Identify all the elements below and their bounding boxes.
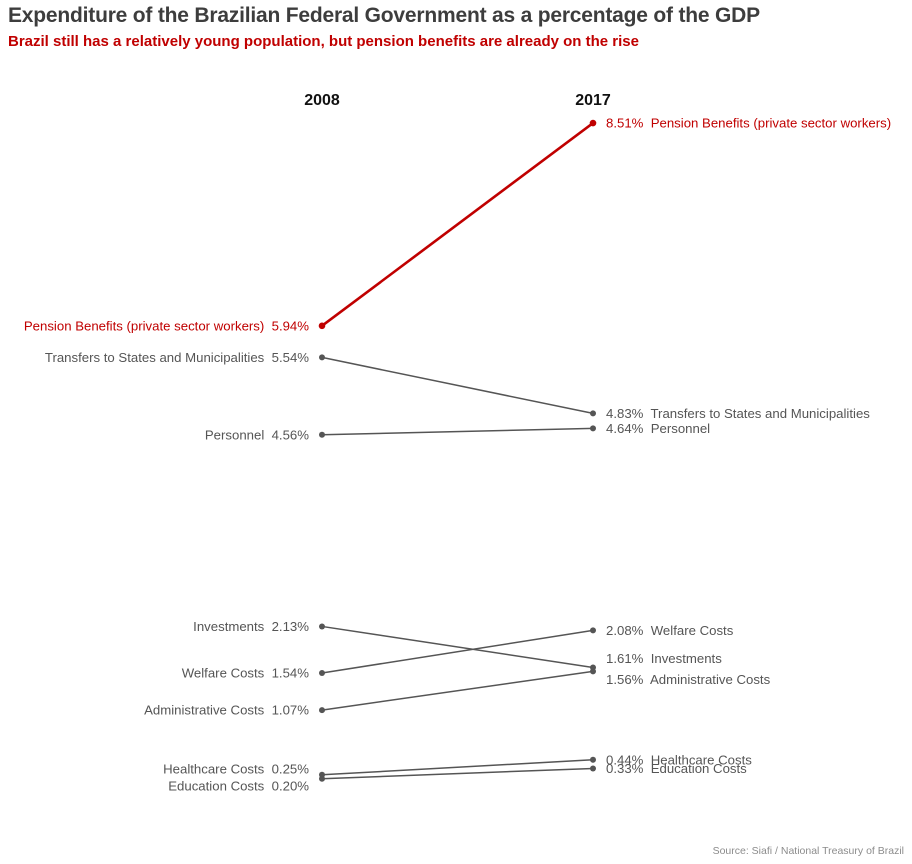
slope-line-education-costs: [321, 767, 594, 780]
label-2017-education-costs: 0.33% Education Costs: [606, 761, 747, 776]
label-2008-pension-benefits-private-sector-workers: Pension Benefits (private sector workers…: [24, 318, 309, 333]
slope-lines: [318, 119, 597, 782]
label-2008-personnel: Personnel 4.56%: [205, 427, 309, 442]
label-2008-healthcare-costs: Healthcare Costs 0.25%: [163, 761, 309, 776]
point-2017-pension-benefits-private-sector-workers: [589, 119, 597, 127]
label-2017-healthcare-costs: 0.44% Healthcare Costs: [606, 752, 752, 767]
year-header-2017: 2017: [575, 92, 611, 109]
year-header-2008: 2008: [304, 92, 340, 109]
label-2017-welfare-costs: 2.08% Welfare Costs: [606, 623, 734, 638]
label-2017-personnel: 4.64% Personnel: [606, 421, 710, 436]
slope-line-welfare-costs: [321, 629, 594, 674]
point-2008-investments: [319, 623, 325, 630]
slope-line-investments: [321, 625, 594, 669]
label-2008-transfers-to-states-and-municipalities: Transfers to States and Municipalities 5…: [45, 350, 309, 365]
source-note: Source: Siafi / National Treasury of Bra…: [712, 845, 904, 857]
label-2008-education-costs: Education Costs 0.20%: [168, 778, 309, 793]
label-2017-investments: 1.61% Investments: [606, 651, 722, 666]
point-2017-education-costs: [590, 765, 596, 772]
slope-line-personnel: [321, 427, 594, 436]
slope-line-administrative-costs: [321, 670, 594, 711]
point-2008-personnel: [319, 431, 325, 438]
point-2017-welfare-costs: [590, 627, 596, 634]
slope-line-transfers-to-states-and-municipalities: [321, 356, 594, 415]
label-2008-administrative-costs: Administrative Costs 1.07%: [144, 703, 309, 718]
point-2017-administrative-costs: [590, 668, 596, 675]
label-2008-investments: Investments 2.13%: [193, 619, 309, 634]
point-2008-administrative-costs: [319, 707, 325, 714]
label-2017-administrative-costs: 1.56% Administrative Costs: [606, 672, 771, 687]
point-2017-personnel: [590, 425, 596, 432]
label-2017-transfers-to-states-and-municipalities: 4.83% Transfers to States and Municipali…: [606, 406, 870, 421]
slope-labels: Pension Benefits (private sector workers…: [24, 116, 891, 794]
point-2008-pension-benefits-private-sector-workers: [318, 322, 326, 330]
point-2017-transfers-to-states-and-municipalities: [590, 410, 596, 417]
point-2017-healthcare-costs: [590, 756, 596, 763]
point-2008-transfers-to-states-and-municipalities: [319, 354, 325, 361]
point-2008-education-costs: [319, 775, 325, 782]
point-2008-welfare-costs: [319, 669, 325, 676]
label-2008-welfare-costs: Welfare Costs 1.54%: [182, 666, 310, 681]
slope-line-pension-benefits-private-sector-workers: [321, 122, 594, 327]
chart-subtitle: Brazil still has a relatively young popu…: [8, 33, 639, 50]
label-2017-pension-benefits-private-sector-workers: 8.51% Pension Benefits (private sector w…: [606, 116, 891, 131]
slope-line-healthcare-costs: [321, 759, 594, 776]
chart-title: Expenditure of the Brazilian Federal Gov…: [8, 4, 760, 27]
